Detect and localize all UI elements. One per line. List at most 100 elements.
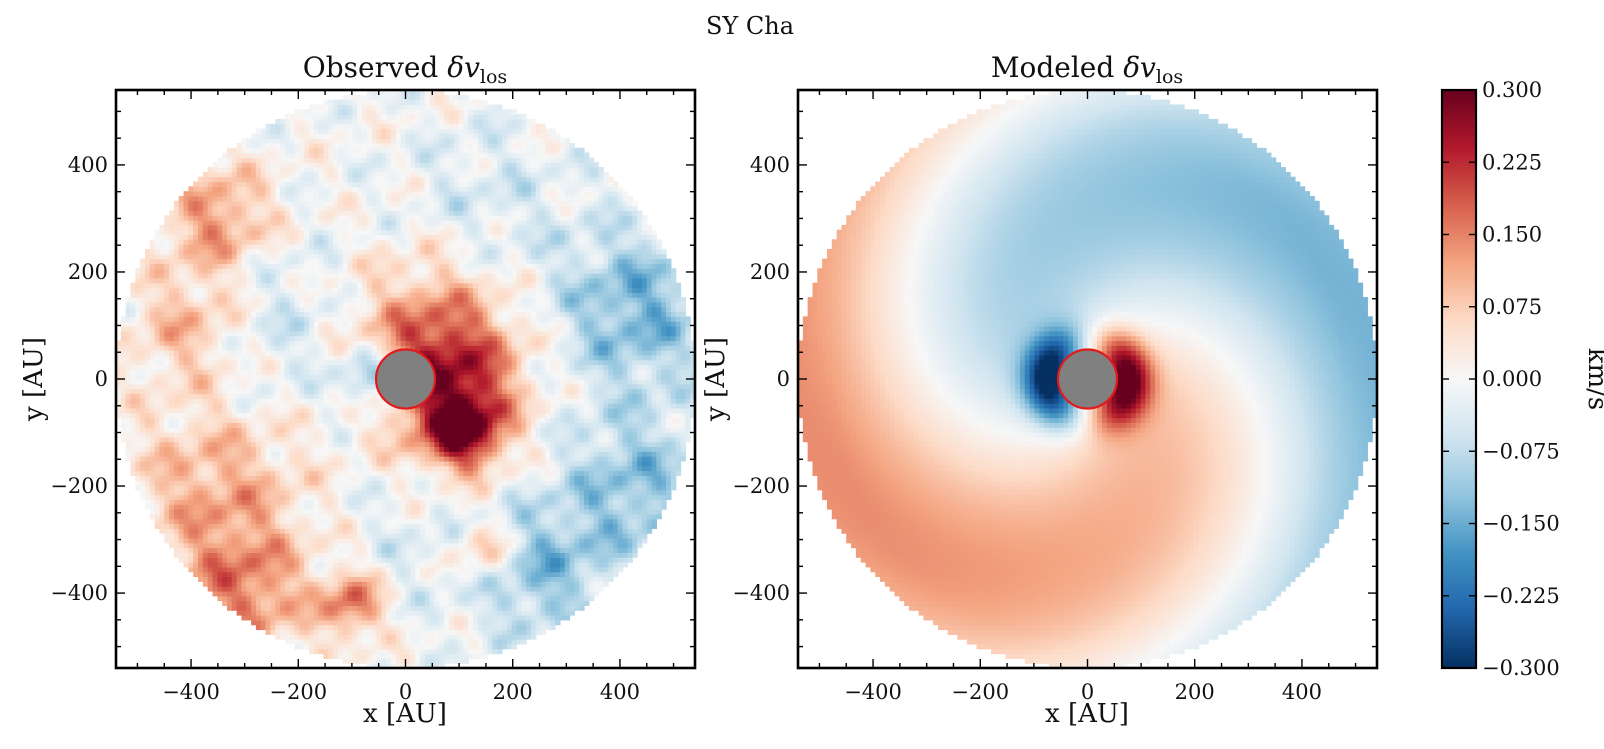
heatmap-cell: [255, 427, 262, 433]
heatmap-cell: [246, 273, 252, 279]
heatmap-cell: [246, 374, 252, 380]
heatmap-cell: [255, 263, 262, 269]
heatmap-cell: [328, 224, 334, 231]
heatmap-cell: [323, 181, 329, 187]
heatmap-cell: [304, 229, 310, 236]
heatmap-cell: [236, 167, 243, 173]
heatmap-cell: [125, 412, 132, 419]
heatmap-cell: [173, 345, 180, 351]
heatmap-cell: [246, 581, 252, 587]
heatmap-cell: [207, 335, 214, 342]
heatmap-cell: [188, 379, 194, 385]
heatmap-cell: [265, 581, 271, 587]
heatmap-cell: [362, 465, 368, 472]
heatmap-cell: [183, 407, 189, 414]
heatmap-cell: [198, 407, 204, 414]
heatmap-cell: [347, 258, 354, 264]
heatmap-cell: [362, 167, 368, 173]
heatmap-cell: [188, 234, 194, 240]
heatmap-cell: [275, 128, 281, 134]
heatmap-cell: [173, 465, 180, 472]
heatmap-cell: [284, 138, 291, 144]
heatmap-cell: [217, 504, 223, 510]
heatmap-cell: [289, 114, 296, 120]
heatmap-cell: [154, 412, 161, 419]
heatmap-cell: [347, 504, 354, 510]
heatmap-cell: [342, 629, 349, 635]
heatmap-cell: [342, 297, 349, 303]
heatmap-cell: [275, 142, 281, 149]
heatmap-cell: [357, 326, 363, 332]
heatmap-cell: [323, 590, 329, 597]
heatmap-cell: [169, 431, 175, 438]
heatmap-cell: [246, 509, 252, 515]
heatmap-cell: [318, 537, 325, 544]
heatmap-cell: [231, 494, 238, 501]
heatmap-cell: [333, 619, 339, 626]
heatmap-cell: [309, 557, 315, 563]
heatmap-cell: [352, 147, 358, 154]
heatmap-cell: [333, 277, 339, 284]
heatmap-cell: [246, 359, 252, 366]
heatmap-cell: [222, 350, 228, 356]
heatmap-cell: [116, 340, 122, 346]
heatmap-cell: [173, 388, 180, 395]
heatmap-cell: [318, 566, 325, 573]
heatmap-cell: [280, 133, 286, 139]
heatmap-cell: [178, 205, 185, 212]
heatmap-cell: [260, 330, 267, 337]
heatmap-cell: [120, 364, 127, 370]
heatmap-cell: [154, 470, 161, 476]
heatmap-cell: [299, 321, 305, 327]
heatmap-cell: [366, 658, 373, 664]
heatmap-cell: [323, 422, 329, 428]
heatmap-cell: [198, 248, 204, 255]
heatmap-cell: [371, 239, 378, 245]
heatmap-cell: [178, 248, 185, 255]
heatmap-cell: [357, 340, 363, 346]
heatmap-cell: [207, 244, 214, 250]
heatmap-cell: [260, 311, 267, 317]
heatmap-cell: [362, 422, 368, 428]
heatmap-cell: [226, 590, 233, 597]
heatmap-cell: [212, 215, 218, 221]
heatmap-cell: [323, 509, 329, 515]
heatmap-cell: [352, 489, 358, 496]
heatmap-cell: [366, 605, 373, 611]
heatmap-cell: [342, 258, 349, 264]
heatmap-cell: [212, 186, 218, 192]
heatmap-cell: [333, 398, 339, 404]
heatmap-cell: [270, 480, 276, 486]
heatmap-cell: [169, 321, 175, 327]
heatmap-cell: [173, 484, 180, 491]
heatmap-cell: [371, 374, 378, 380]
heatmap-cell: [207, 210, 214, 216]
heatmap-cell: [275, 566, 281, 573]
heatmap-cell: [318, 431, 325, 438]
heatmap-cell: [328, 287, 334, 293]
heatmap-cell: [275, 533, 281, 539]
heatmap-cell: [188, 465, 194, 472]
heatmap-cell: [309, 330, 315, 337]
heatmap-cell: [357, 624, 363, 631]
heatmap-cell: [333, 494, 339, 501]
heatmap-cell: [284, 552, 291, 558]
heatmap-cell: [328, 494, 334, 501]
heatmap-cell: [328, 234, 334, 240]
heatmap-cell: [280, 436, 286, 443]
heatmap-cell: [207, 407, 214, 414]
heatmap-cell: [241, 533, 247, 539]
heatmap-cell: [342, 147, 349, 154]
heatmap-cell: [193, 566, 199, 573]
heatmap-cell: [284, 605, 291, 611]
heatmap-cell: [289, 465, 296, 472]
heatmap-cell: [217, 205, 223, 212]
heatmap-cell: [275, 562, 281, 568]
heatmap-cell: [183, 504, 189, 510]
heatmap-cell: [212, 181, 218, 187]
heatmap-cell: [318, 398, 325, 404]
heatmap-cell: [193, 518, 199, 525]
heatmap-cell: [154, 350, 161, 356]
heatmap-cell: [342, 509, 349, 515]
heatmap-cell: [169, 273, 175, 279]
